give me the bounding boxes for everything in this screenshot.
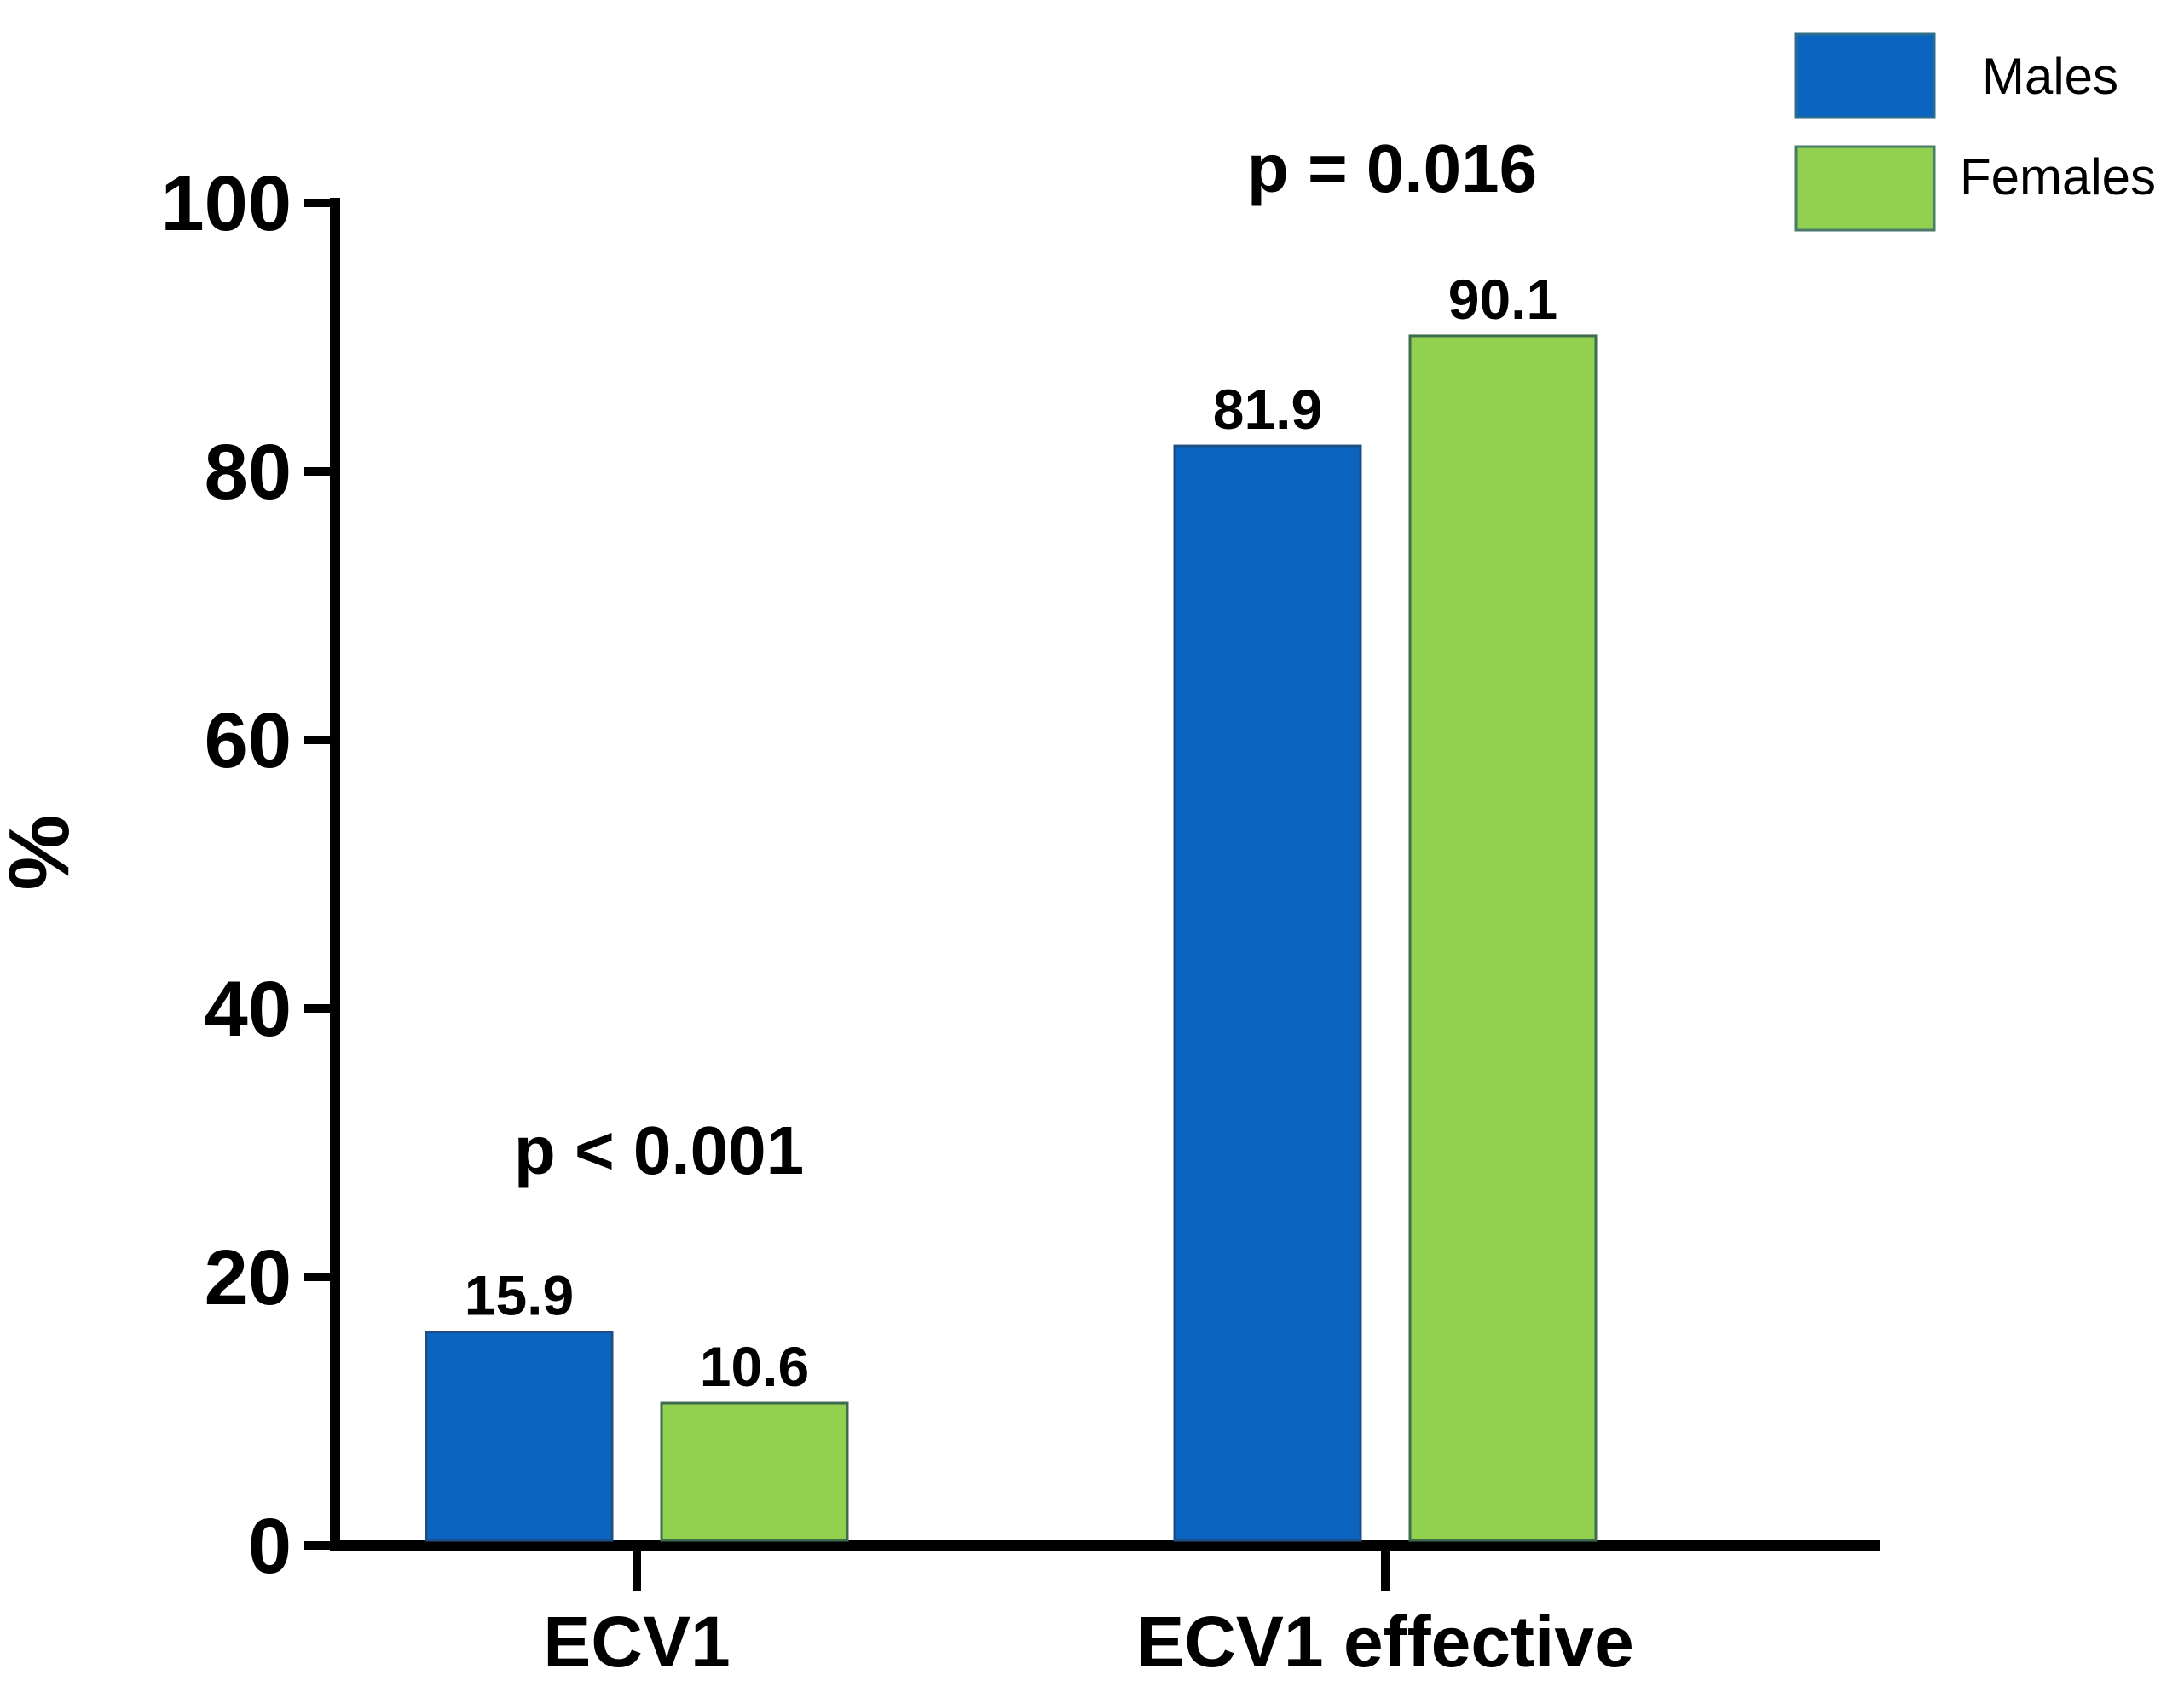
legend-label-males: Males (1982, 48, 2118, 105)
bar-ecv1-effective-females (1408, 334, 1598, 1542)
x-tick-label-ecv1-effective: ECV1 effective (1136, 1602, 1634, 1682)
y-axis-label: % (0, 815, 87, 891)
bar-ecv1-females (660, 1401, 849, 1542)
legend: Males Females (1794, 32, 2156, 232)
legend-swatch-females (1794, 145, 1936, 232)
x-ticks: ECV1 ECV1 effective (543, 1545, 1634, 1682)
bar-ecv1-males (425, 1331, 614, 1542)
legend-label-females: Females (1960, 148, 2156, 205)
bar-ecv1-effective-males (1173, 444, 1362, 1542)
legend-swatch-males (1794, 32, 1936, 119)
y-ticks: 0 20 40 60 80 100 (161, 160, 335, 1590)
y-tick-label: 40 (205, 966, 292, 1053)
data-label-ecv1-effective-females: 90.1 (1448, 268, 1557, 331)
data-label-ecv1-females: 10.6 (700, 1335, 809, 1398)
annotation-p-ecv1-effective: p = 0.016 (1247, 130, 1537, 206)
data-label-ecv1-effective-males: 81.9 (1213, 378, 1322, 441)
bars: 15.9 10.6 81.9 90.1 (425, 268, 1598, 1542)
data-label-ecv1-males: 15.9 (465, 1264, 574, 1327)
y-tick-label: 20 (205, 1234, 292, 1321)
annotation-p-ecv1: p < 0.001 (514, 1112, 804, 1188)
y-tick-label: 100 (161, 160, 292, 247)
y-tick-label: 80 (205, 429, 292, 516)
y-tick-label: 60 (205, 697, 292, 784)
y-tick-label: 0 (248, 1503, 292, 1590)
x-tick-label-ecv1: ECV1 (543, 1602, 730, 1682)
